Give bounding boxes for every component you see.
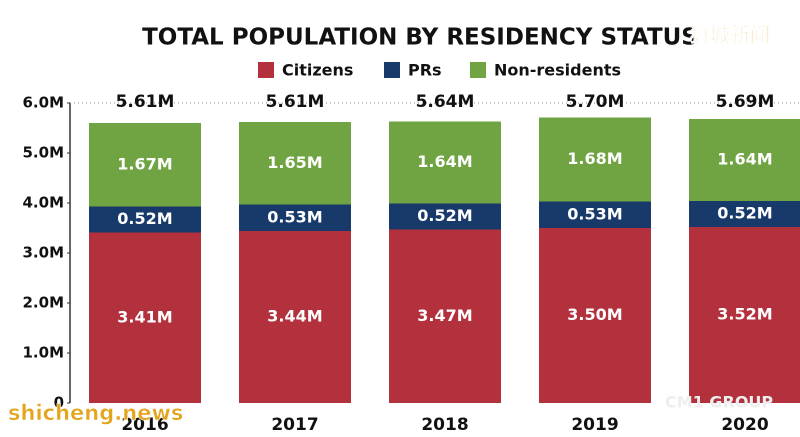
bar-segment — [689, 227, 800, 403]
legend-swatch — [258, 62, 274, 78]
total-label: 5.70M — [566, 92, 625, 112]
value-label: 1.67M — [117, 154, 172, 173]
y-tick-label: 4.0M — [23, 194, 65, 212]
watermark: shicheng.news — [8, 401, 183, 425]
value-label: 0.52M — [417, 206, 472, 225]
watermark: CM1 GROUP — [665, 393, 773, 412]
value-label: 1.64M — [417, 152, 472, 171]
value-label: 1.64M — [717, 150, 772, 169]
legend-swatch — [384, 62, 400, 78]
value-label: 0.52M — [717, 204, 772, 223]
bar-segment — [89, 123, 201, 207]
total-label: 5.64M — [416, 92, 475, 112]
x-tick-label: 2019 — [571, 415, 618, 435]
y-tick-label: 2.0M — [23, 294, 65, 312]
y-tick-label: 1.0M — [23, 344, 65, 362]
bar-segment — [239, 231, 351, 403]
value-label: 3.50M — [567, 305, 622, 324]
bar-segment — [239, 204, 351, 231]
bar-segment — [89, 206, 201, 233]
bar-segment — [389, 121, 501, 204]
value-label: 3.41M — [117, 307, 172, 326]
value-label: 3.52M — [717, 305, 772, 324]
value-label: 0.53M — [567, 204, 622, 223]
bar-segment — [689, 201, 800, 227]
bar-segment — [89, 232, 201, 403]
total-label: 5.61M — [116, 92, 175, 112]
x-tick-label: 2020 — [721, 415, 768, 435]
legend-label: Citizens — [282, 61, 353, 80]
value-label: 0.52M — [117, 209, 172, 228]
y-tick-label: 0 — [54, 394, 64, 412]
bar-segment — [389, 203, 501, 230]
x-tick-label: 2017 — [271, 415, 318, 435]
total-label: 5.61M — [266, 92, 325, 112]
value-label: 3.44M — [267, 307, 322, 326]
legend-label: Non-residents — [494, 61, 621, 80]
y-tick-label: 5.0M — [23, 144, 65, 162]
x-tick-label: 2016 — [121, 415, 168, 435]
legend-label: PRs — [408, 61, 442, 80]
bar-segment — [389, 229, 501, 403]
x-tick-label: 2018 — [421, 415, 468, 435]
chart-title: TOTAL POPULATION BY RESIDENCY STATUS — [142, 25, 698, 51]
value-label: 1.68M — [567, 149, 622, 168]
y-tick-label: 3.0M — [23, 244, 65, 262]
bar-segment — [689, 119, 800, 201]
bar-segment — [539, 228, 651, 403]
total-label: 5.69M — [716, 92, 775, 112]
value-label: 1.65M — [267, 153, 322, 172]
y-tick-label: 6.0M — [23, 94, 65, 112]
bar-segment — [239, 122, 351, 205]
legend-swatch — [470, 62, 486, 78]
bar-segment — [539, 117, 651, 202]
watermark: 狮城新闻 — [690, 23, 770, 47]
value-label: 3.47M — [417, 306, 472, 325]
value-label: 0.53M — [267, 207, 322, 226]
bar-segment — [539, 201, 651, 228]
